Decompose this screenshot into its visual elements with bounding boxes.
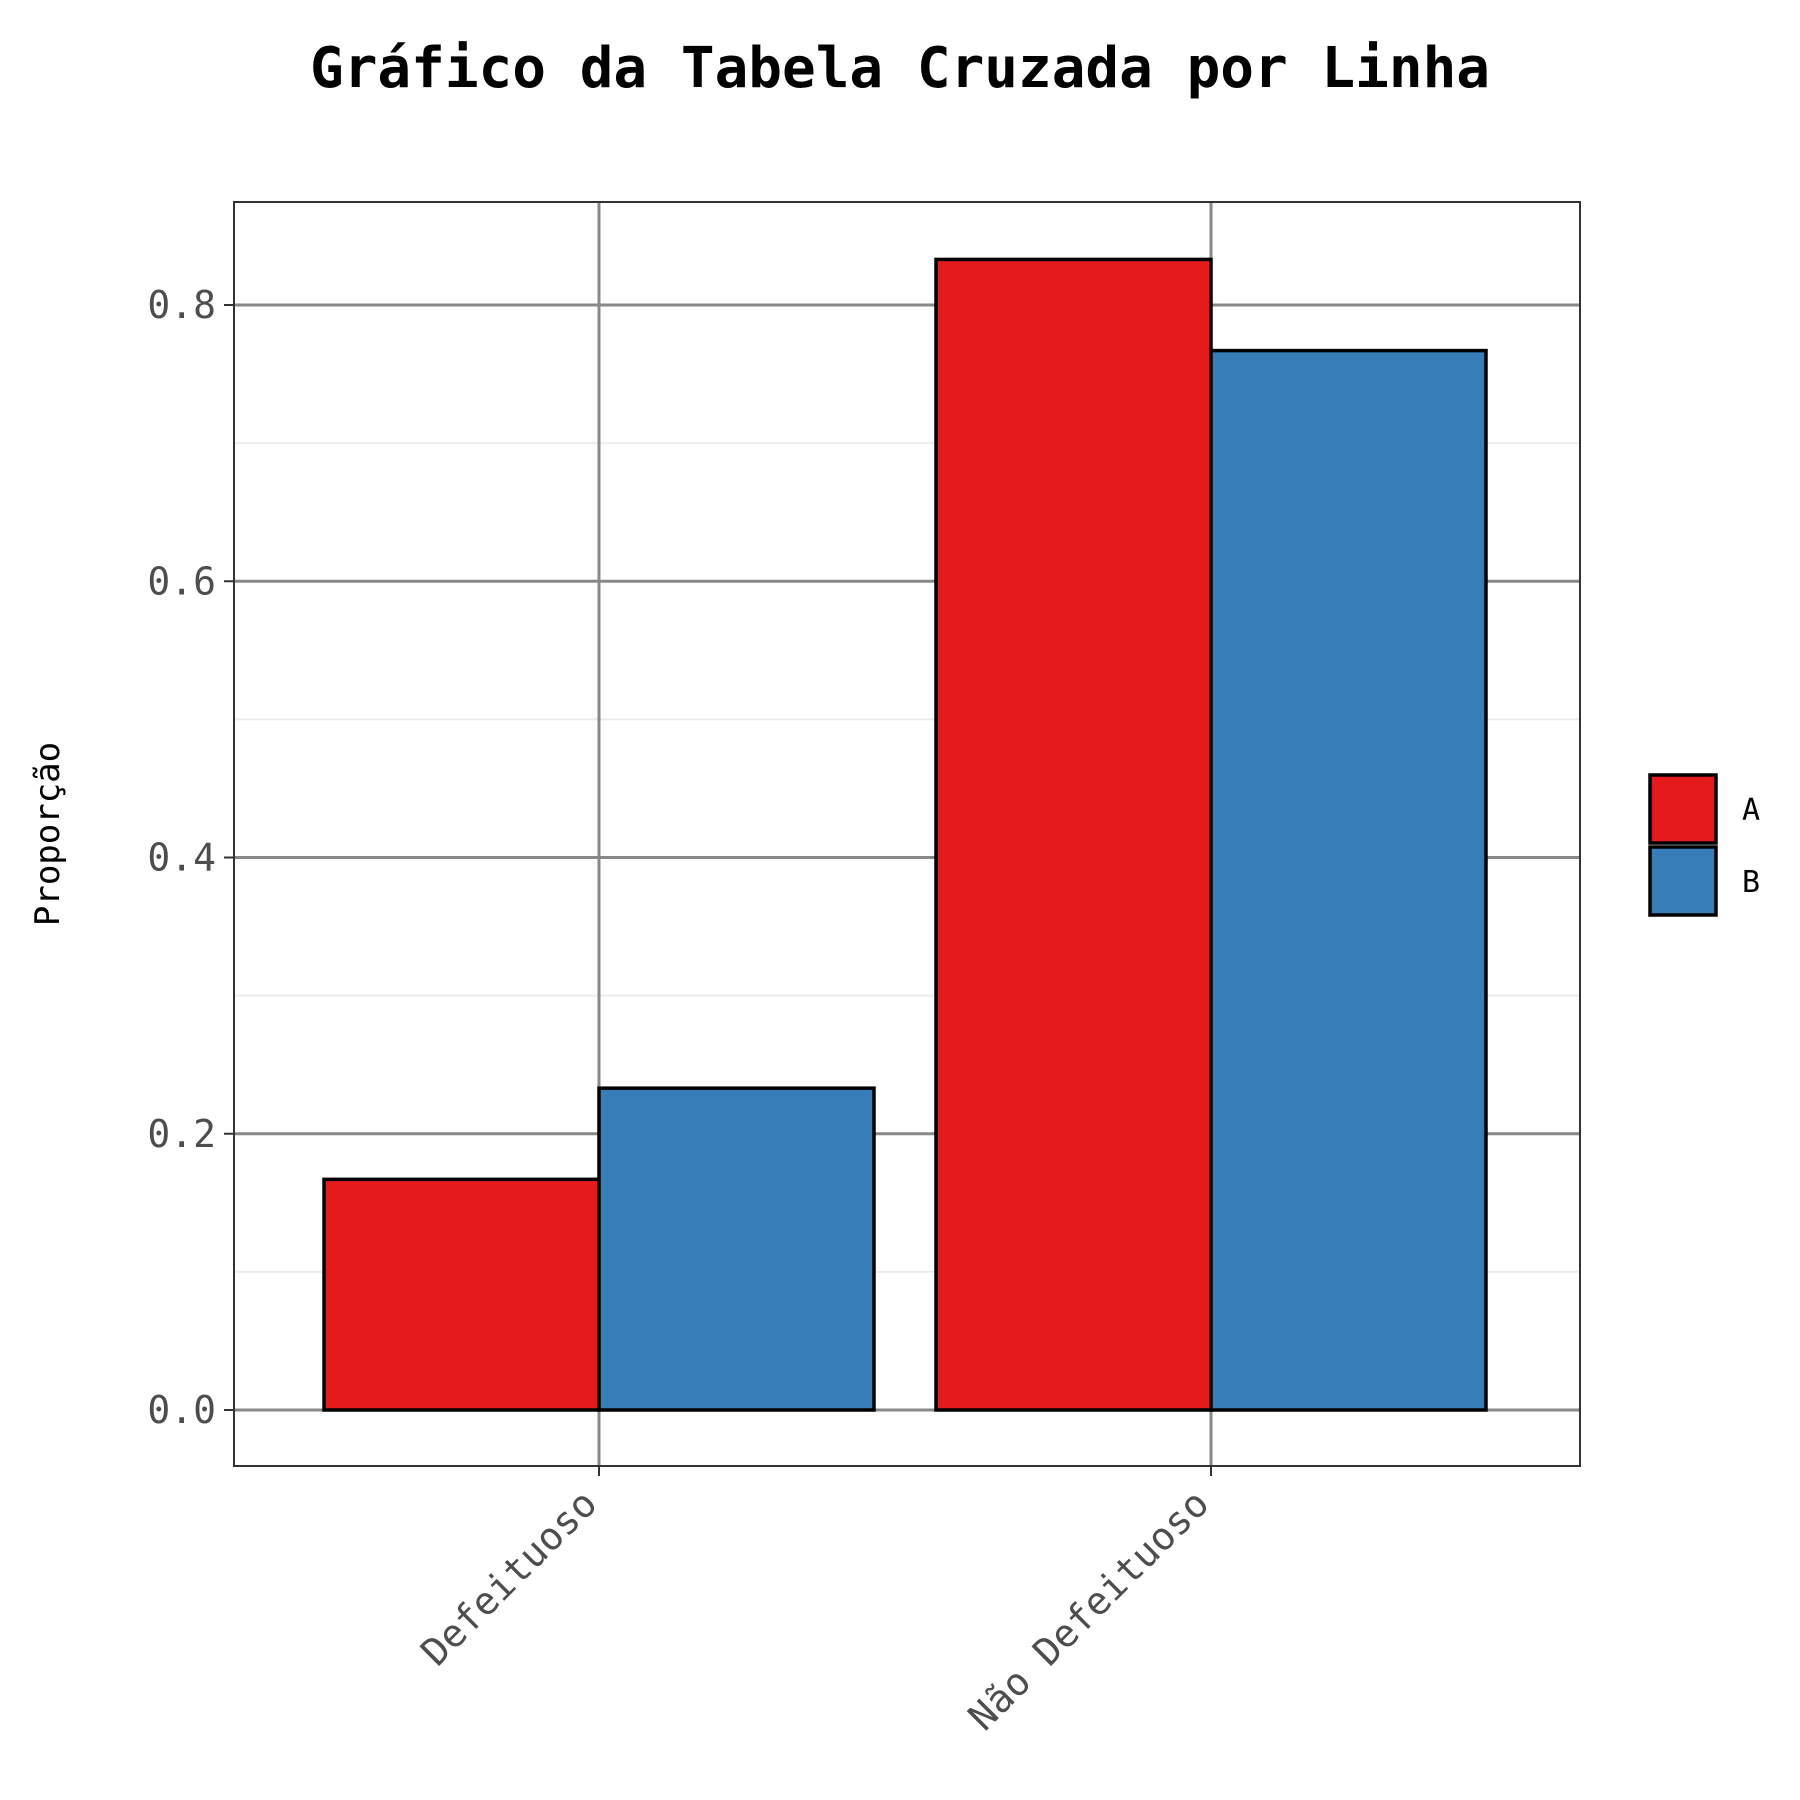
x-axis-ticks: Defeituoso Não Defeituoso xyxy=(412,1466,1217,1739)
bar-B-0 xyxy=(597,1086,876,1412)
legend-label: A xyxy=(1742,793,1760,828)
legend-key-B xyxy=(1648,845,1718,917)
y-axis-ticks: 0.0 0.2 0.4 0.6 0.8 xyxy=(147,283,234,1432)
legend-key-A xyxy=(1648,773,1718,845)
y-tick-label: 0.6 xyxy=(147,559,216,603)
chart-title: Gráfico da Tabela Cruzada por Linha xyxy=(309,36,1491,101)
bars xyxy=(322,257,1488,1412)
bar-A-1 xyxy=(934,257,1213,1412)
y-tick-label: 0.2 xyxy=(147,1112,216,1156)
legend: AB xyxy=(1648,773,1760,917)
legend-label: B xyxy=(1742,865,1760,900)
y-tick-label: 0.4 xyxy=(147,836,216,880)
bar-B-1 xyxy=(1209,348,1488,1412)
y-tick-label: 0.8 xyxy=(147,283,216,327)
bar-A-0 xyxy=(322,1177,601,1412)
plot-panel-border xyxy=(233,201,1581,1467)
y-tick-label: 0.0 xyxy=(147,1388,216,1432)
x-tick-label: Defeituoso xyxy=(412,1481,605,1674)
x-tick-label: Não Defeituoso xyxy=(960,1481,1218,1739)
